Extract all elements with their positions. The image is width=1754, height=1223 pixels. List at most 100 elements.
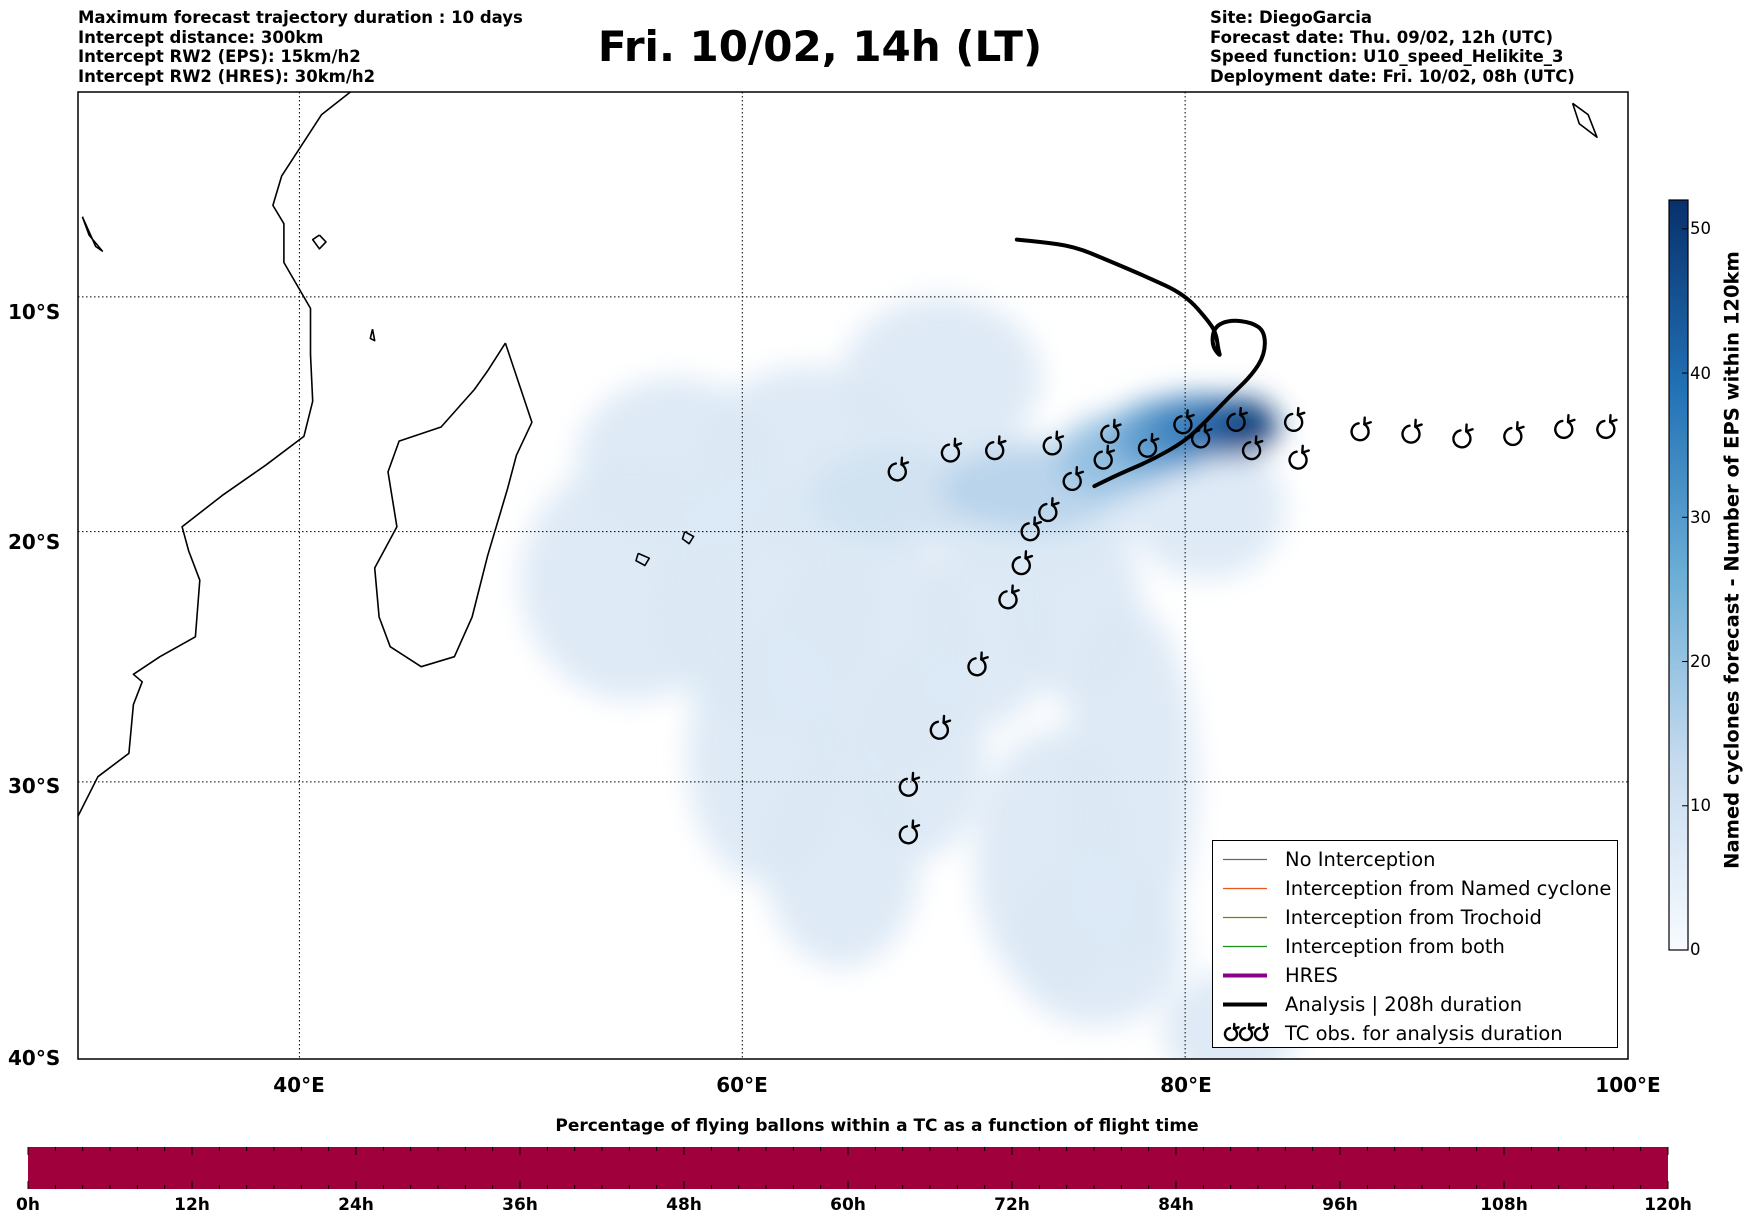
legend-swatch-gray-line (1221, 845, 1269, 874)
colorbar-tick-30: 30 (1690, 508, 1711, 527)
cyclone-symbol-icon (1190, 423, 1213, 449)
coast-africa (78, 92, 351, 817)
lat-label-30s: 30°S (8, 774, 61, 798)
cyclone-symbol-icon (1011, 550, 1034, 576)
time-bar-title: Percentage of flying ballons within a TC… (555, 1116, 1199, 1136)
header-right: Site: DiegoGarcia Forecast date: Thu. 09… (1210, 8, 1575, 86)
header-left: Maximum forecast trajectory duration : 1… (78, 8, 523, 86)
cyclone-symbol-icon (1288, 444, 1310, 470)
cyclone-symbol-icon (998, 584, 1020, 610)
cyclone-symbol-icon (985, 435, 1007, 461)
cyclone-symbol-icon (1401, 418, 1423, 444)
lon-label-40e: 40°E (273, 1073, 325, 1097)
time-label-120h: 120h (1644, 1195, 1692, 1215)
time-bar-ticks (27, 1147, 1669, 1189)
legend-item-analysis: Analysis | 208h duration (1213, 990, 1617, 1019)
legend-label: No Interception (1285, 848, 1436, 871)
cyclone-symbol-icon (967, 651, 989, 677)
legend-label: TC obs. for analysis duration (1285, 1022, 1563, 1045)
density-blob (841, 296, 1042, 459)
forecast-date-text: Forecast date: Thu. 09/02, 12h (UTC) (1210, 27, 1554, 47)
map-legend: No Interception Interception from Named … (1212, 840, 1618, 1048)
graticule (78, 92, 1628, 1059)
coast-island (81, 216, 104, 252)
time-label-12h: 12h (174, 1195, 210, 1215)
cyclone-symbol-icon (898, 771, 921, 797)
cyclone-symbol-icon (1283, 406, 1306, 432)
legend-swatch-olive-line (1221, 903, 1269, 932)
colorbar-ticks (1682, 228, 1688, 951)
time-label-48h: 48h (666, 1195, 702, 1215)
cyclone-symbol-icon (1100, 418, 1122, 444)
legend-item-trochoid: Interception from Trochoid (1213, 903, 1617, 932)
lat-label-10s: 10°S (8, 300, 61, 324)
cyclone-symbol-icon (1503, 421, 1525, 447)
colorbar-tick-10: 10 (1690, 796, 1711, 815)
colorbar-tick-0: 0 (1690, 940, 1701, 959)
cyclone-symbol-icon (887, 456, 910, 482)
map-frame (77, 91, 1629, 1060)
cyclone-symbol-icon (929, 714, 952, 740)
cyclone-symbol-icon (1020, 516, 1042, 542)
cyclone-symbol-icon (1173, 409, 1195, 435)
cyclone-symbol-icon (1221, 1019, 1269, 1048)
intercept-distance-text: Intercept distance: 300km (78, 27, 324, 47)
legend-label: HRES (1285, 964, 1338, 987)
cyclone-symbol-icon (1554, 413, 1576, 439)
coast-island (369, 329, 376, 342)
colorbar-label-text: Named cyclones forecast - Number of EPS … (1720, 251, 1744, 869)
legend-label: Interception from both (1285, 935, 1505, 958)
coast-island (1571, 102, 1598, 139)
coastlines (78, 92, 1598, 817)
colorbar (1668, 199, 1689, 951)
cyclone-symbol-icon (1038, 497, 1060, 523)
deployment-date-text: Deployment date: Fri. 10/02, 08h (UTC) (1210, 66, 1575, 86)
legend-item-both: Interception from both (1213, 932, 1617, 961)
density-blob (1227, 403, 1276, 446)
coast-island (681, 530, 695, 545)
colorbar-tick-20: 20 (1690, 652, 1711, 671)
legend-item-hres: HRES (1213, 961, 1617, 990)
lat-label-20s: 20°S (8, 530, 61, 554)
coast-island (635, 552, 651, 567)
time-label-84h: 84h (1158, 1195, 1194, 1215)
legend-label: Analysis | 208h duration (1285, 993, 1523, 1016)
cyclone-symbol-icon (1226, 406, 1248, 432)
cyclone-symbol-icon (1452, 423, 1474, 449)
legend-item-named-cyclone: Interception from Named cyclone (1213, 874, 1617, 903)
cyclone-symbol-icon (1062, 466, 1085, 492)
cyclone-symbol-icon (1238, 1022, 1255, 1042)
legend-swatch-purple-line (1221, 961, 1269, 990)
cyclone-symbol-icon (1253, 1022, 1269, 1042)
colorbar-tick-40: 40 (1690, 364, 1711, 383)
density-blob (808, 448, 986, 544)
density-blob (1008, 861, 1186, 1027)
cyclone-symbol-icon (1042, 430, 1065, 456)
colorbar-tick-50: 50 (1690, 219, 1711, 238)
intercept-eps-text: Intercept RW2 (EPS): 15km/h2 (78, 47, 361, 66)
map-title: Fri. 10/02, 14h (LT) (597, 22, 1043, 71)
cyclone-symbol-icon (1596, 413, 1618, 439)
density-layer (520, 296, 1296, 1059)
time-label-0h: 0h (16, 1195, 40, 1215)
time-label-36h: 36h (502, 1195, 538, 1215)
analysis-track (1014, 237, 1267, 489)
legend-label: Interception from Trochoid (1285, 906, 1542, 929)
lon-label-80e: 80°E (1160, 1073, 1212, 1097)
cyclone-symbol-icon (940, 437, 963, 463)
cyclone-symbol-icon (898, 819, 921, 845)
legend-swatch-green-line (1221, 932, 1269, 961)
coast-island (311, 234, 327, 250)
legend-item-tc-obs: TC obs. for analysis duration (1213, 1019, 1617, 1048)
max-duration-text: Maximum forecast trajectory duration : 1… (78, 8, 523, 27)
legend-label: Interception from Named cyclone (1285, 877, 1612, 900)
time-label-60h: 60h (830, 1195, 866, 1215)
site-text: Site: DiegoGarcia (1210, 8, 1373, 27)
cyclone-symbol-icon (1223, 1022, 1240, 1042)
time-label-24h: 24h (338, 1195, 374, 1215)
lat-label-40s: 40°S (8, 1046, 61, 1070)
legend-swatch-orange-line (1221, 874, 1269, 903)
speed-function-text: Speed function: U10_speed_Helikite_3 (1210, 47, 1564, 66)
coast-madagascar (373, 342, 533, 668)
